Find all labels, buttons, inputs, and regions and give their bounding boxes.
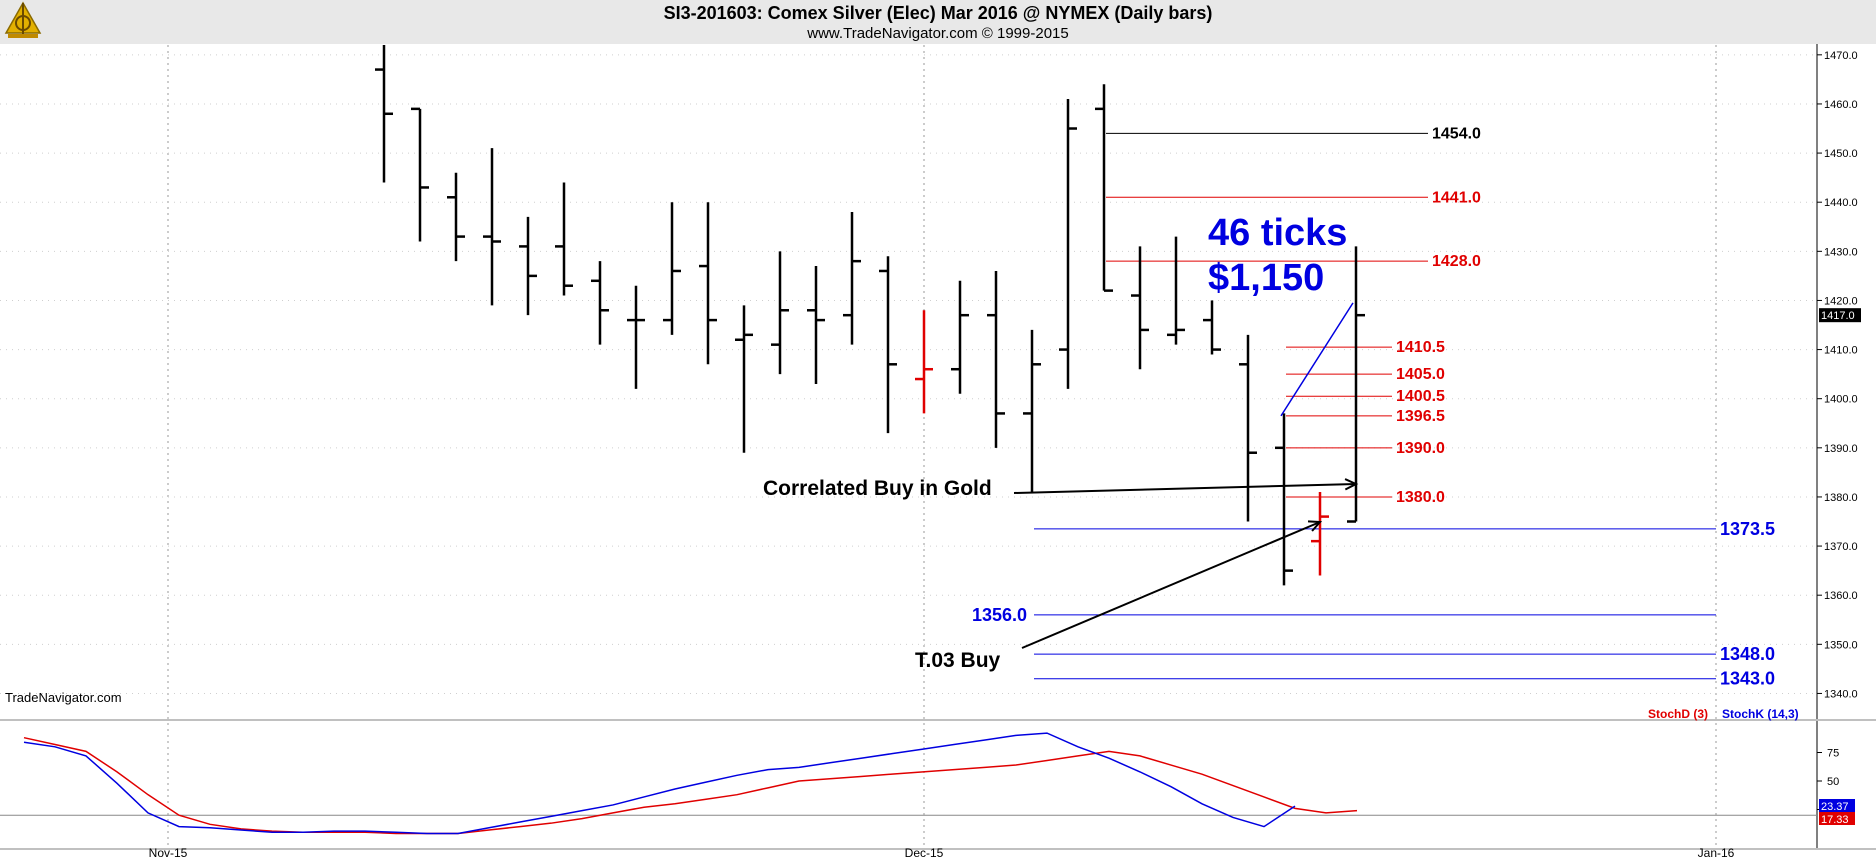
t03-arrow [1021,521,1321,649]
x-tick-label: Dec-15 [905,846,944,860]
ticks-annotation: 46 ticks [1208,212,1347,254]
stoch-d-readout: 17.33 [1821,814,1849,826]
chart-subtitle: www.TradeNavigator.com © 1999-2015 [807,25,1069,42]
stoch-legend-k: StochK (14,3) [1722,707,1799,721]
t03-buy-annotation: T.03 Buy [915,649,1001,672]
y-tick-label: 1390.0 [1824,443,1858,455]
y-tick-label: 1340.0 [1824,688,1858,700]
level-label: 1380.0 [1396,489,1445,506]
y-tick-label: 1440.0 [1824,197,1858,209]
y-tick-label: 1410.0 [1824,345,1858,357]
y-tick-label: 1360.0 [1824,590,1858,602]
t03-arrow-head [1307,520,1323,532]
level-label: 1405.0 [1396,366,1445,383]
level-label: 1441.0 [1432,189,1481,206]
stoch-y-tick-label: 75 [1827,748,1839,760]
last-price-badge [1819,308,1861,323]
stoch-legend-d: StochD (3) [1648,707,1708,721]
measured-move-line [1280,302,1354,417]
level-label: 1356.0 [972,605,1027,625]
level-label: 1400.5 [1396,388,1445,405]
y-tick-label: 1370.0 [1824,541,1858,553]
stoch-y-tick-label: 50 [1827,776,1839,788]
correlated-buy-annotation: Correlated Buy in Gold [763,477,992,500]
level-label: 1410.5 [1396,339,1445,356]
y-tick-label: 1400.0 [1824,394,1858,406]
stoch-k-readout-bg [1819,799,1855,812]
y-tick-label: 1420.0 [1824,295,1858,307]
sextant-logo-icon [2,1,44,41]
level-label: 1390.0 [1396,440,1445,457]
y-tick-label: 1460.0 [1824,99,1858,111]
stoch-d-readout-bg [1819,812,1855,825]
stoch-k-readout: 23.37 [1821,801,1849,813]
level-label: 1428.0 [1432,253,1481,270]
y-tick-label: 1430.0 [1824,246,1858,258]
stoch-series-line [23,736,1358,835]
level-label: 1348.0 [1720,644,1775,664]
watermark-text: TradeNavigator.com [5,690,122,705]
level-label: 1373.5 [1720,519,1775,539]
level-label: 1454.0 [1432,125,1481,142]
last-price-text: 1417.0 [1821,310,1855,322]
dollar-annotation: $1,150 [1208,257,1324,299]
y-tick-label: 1380.0 [1824,492,1858,504]
y-tick-label: 1350.0 [1824,639,1858,651]
x-tick-label: Nov-15 [149,846,188,860]
y-tick-label: 1450.0 [1824,148,1858,160]
level-label: 1396.5 [1396,408,1445,425]
correlated-arrow [1013,483,1357,494]
y-tick-label: 1470.0 [1824,50,1858,62]
correlated-arrow-head [1344,478,1359,491]
x-tick-label: Jan-16 [1698,846,1735,860]
page-header [0,0,1876,44]
chart-title: SI3-201603: Comex Silver (Elec) Mar 2016… [663,3,1213,23]
level-label: 1343.0 [1720,669,1775,689]
stoch-series-line [23,732,1296,835]
